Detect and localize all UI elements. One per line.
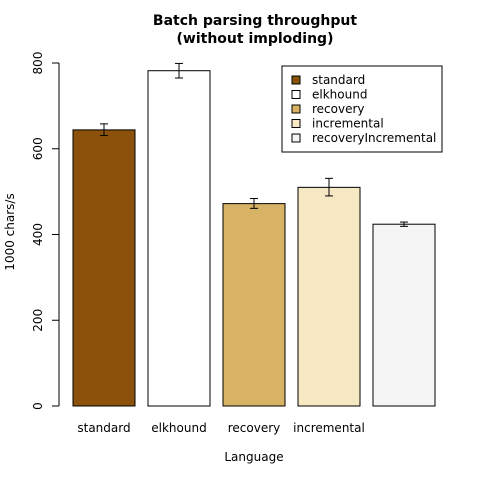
bar-incremental <box>297 186 361 407</box>
x-tick-label: incremental <box>293 421 365 435</box>
legend-box <box>281 65 443 153</box>
legend: standardelkhoundrecoveryincrementalrecov… <box>281 65 443 153</box>
x-tick-label: standard <box>77 421 130 435</box>
y-tick-label: 400 <box>31 223 45 246</box>
chart-title-line-2: (without imploding) <box>177 31 334 47</box>
y-axis: 0 200 400 600 800 <box>31 52 60 410</box>
error-bar-incremental <box>325 177 333 197</box>
bar-recovery <box>222 203 286 407</box>
x-tick-labels: standard elkhound recovery incremental <box>77 421 364 435</box>
y-tick-label: 200 <box>31 309 45 332</box>
y-axis-label: 1000 chars/s <box>3 193 17 270</box>
legend-label: recovery <box>312 102 365 116</box>
y-tick-label: 600 <box>31 137 45 160</box>
error-bar-elkhound <box>175 62 183 79</box>
legend-label: incremental <box>312 117 384 131</box>
chart-title-line-1: Batch parsing throughput <box>153 13 357 29</box>
legend-label: elkhound <box>312 88 367 102</box>
y-tick-label: 0 <box>31 402 45 410</box>
error-bar-standard <box>100 123 108 136</box>
legend-label: recoveryIncremental <box>312 131 436 145</box>
legend-swatch-elkhound <box>291 90 301 99</box>
error-bar-recoveryIncremental <box>400 221 408 227</box>
legend-label: standard <box>312 73 365 87</box>
bar-standard <box>72 129 136 407</box>
legend-swatch-recoveryIncremental <box>291 133 301 143</box>
error-bar-recovery <box>250 197 258 209</box>
bars-group <box>72 70 436 407</box>
bar-recoveryIncremental <box>372 223 436 407</box>
bar-elkhound <box>147 70 211 407</box>
x-tick-label: elkhound <box>151 421 206 435</box>
x-axis-label: Language <box>224 450 283 464</box>
x-tick-label: recovery <box>228 421 281 435</box>
legend-swatch-recovery <box>291 104 301 114</box>
error-bars-group <box>100 62 408 227</box>
y-tick-label: 800 <box>31 52 45 75</box>
legend-swatch-standard <box>291 75 301 85</box>
legend-swatch-incremental <box>291 119 301 128</box>
